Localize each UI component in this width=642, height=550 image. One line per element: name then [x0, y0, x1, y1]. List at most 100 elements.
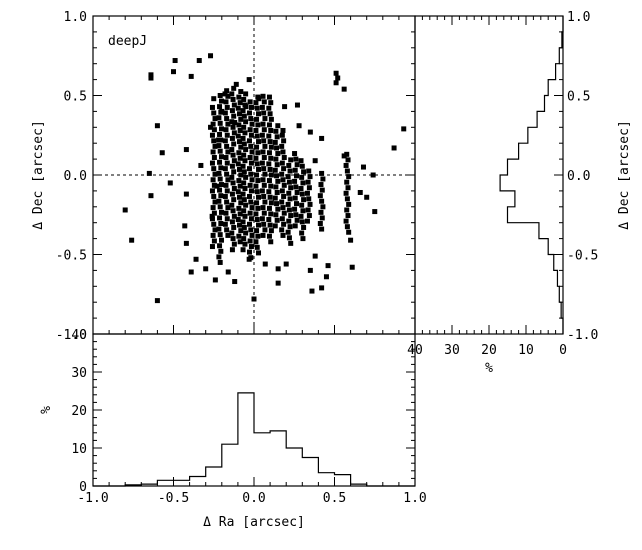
scatter-point [333, 80, 339, 86]
scatter-point [267, 194, 273, 200]
scatter-point [218, 109, 224, 115]
scatter-point [248, 104, 254, 110]
scatter-point [210, 205, 216, 211]
scatter-point [286, 207, 292, 213]
ra-histogram-y-tick-label: 0 [79, 480, 87, 495]
scatter-point [223, 155, 229, 161]
scatter-point [238, 89, 244, 95]
scatter-point [236, 205, 242, 211]
scatter-point [231, 102, 237, 108]
scatter-point [309, 288, 315, 294]
scatter-point [154, 298, 160, 304]
scatter-point [246, 249, 252, 255]
scatter-point [304, 190, 310, 196]
scatter-point [211, 127, 217, 133]
scatter-point [288, 213, 294, 219]
scatter-point [346, 174, 352, 180]
scatter-point [344, 207, 350, 213]
scatter-point [237, 139, 243, 145]
scatter-point [167, 180, 173, 186]
scatter-point [154, 123, 160, 129]
scatter-point [266, 217, 272, 223]
scatter-point [294, 217, 300, 223]
scatter-point [241, 180, 247, 186]
scatter-point [259, 216, 265, 222]
scatter-point [222, 91, 228, 97]
scatter-point [225, 269, 231, 275]
scatter-point [281, 166, 287, 172]
scatter-point [268, 100, 274, 106]
scatter-point [240, 108, 246, 114]
scatter-point [238, 116, 244, 122]
scatter-panel: deepJ -1.0 -0.5 0.0 0.5 1.0 Δ Dec [arcsec] [31, 10, 416, 343]
scatter-point [262, 261, 268, 267]
scatter-point [262, 116, 268, 122]
scatter-point [224, 227, 230, 233]
scatter-point [236, 178, 242, 184]
scatter-point [218, 154, 224, 160]
scatter-point [224, 171, 230, 177]
scatter-point [224, 88, 230, 94]
scatter-point [236, 122, 242, 128]
scatter-point [212, 116, 218, 122]
dec-histogram-y-axis-label: Δ Dec [arcsec] [617, 120, 632, 230]
scatter-point [268, 200, 274, 206]
scatter-point [198, 162, 204, 168]
scatter-point [211, 138, 217, 144]
dec-histogram-y-tick-label: 0.0 [567, 169, 590, 184]
scatter-point [323, 274, 329, 280]
scatter-point [292, 178, 298, 184]
scatter-point [307, 201, 313, 207]
scatter-point [318, 209, 324, 215]
scatter-point [249, 121, 255, 127]
dec-histogram-steps [499, 16, 564, 334]
scatter-point [261, 138, 267, 144]
scatter-point [268, 211, 274, 217]
scatter-point [209, 132, 215, 138]
scatter-point [262, 199, 268, 205]
scatter-point [294, 189, 300, 195]
scatter-point [246, 166, 252, 172]
scatter-point [261, 127, 267, 133]
scatter-point [210, 149, 216, 155]
scatter-point [301, 197, 307, 203]
scatter-point [254, 228, 260, 234]
scatter-point [231, 158, 237, 164]
scatter-point [209, 104, 215, 110]
scatter-point [254, 116, 260, 122]
scatter-point [188, 73, 194, 79]
dec-histogram-y-tick-label: 1.0 [567, 10, 590, 25]
scatter-point [256, 139, 262, 145]
scatter-point [218, 98, 224, 104]
dec-histogram-x-axis-label: % [485, 361, 493, 376]
scatter-point [217, 120, 223, 126]
scatter-point [391, 145, 397, 151]
scatter-point [279, 171, 285, 177]
scatter-point [301, 224, 307, 230]
scatter-point [231, 224, 237, 230]
scatter-point [243, 174, 249, 180]
scatter-point [243, 147, 249, 153]
scatter-point [222, 138, 228, 144]
scatter-y-tick-labels: -1.0 -0.5 0.0 0.5 1.0 [56, 10, 87, 343]
scatter-point [246, 138, 252, 144]
scatter-point [210, 121, 216, 127]
ra-histogram-y-axis-label: % [39, 406, 54, 414]
scatter-point [333, 70, 339, 76]
scatter-y-axis-label: Δ Dec [arcsec] [31, 120, 46, 230]
scatter-point [243, 91, 249, 97]
scatter-point [294, 173, 300, 179]
scatter-point [346, 201, 352, 207]
scatter-point [210, 232, 216, 238]
scatter-y-tick-label: -0.5 [56, 249, 87, 264]
ra-histogram-y-tick-label: 10 [71, 442, 87, 457]
scatter-point [255, 233, 261, 239]
scatter-point [217, 148, 223, 154]
scatter-point [281, 210, 287, 216]
scatter-point [262, 171, 268, 177]
scatter-point [254, 244, 260, 250]
scatter-point [241, 124, 247, 130]
scatter-point [306, 185, 312, 191]
scatter-point [216, 254, 222, 260]
scatter-point [282, 104, 288, 110]
